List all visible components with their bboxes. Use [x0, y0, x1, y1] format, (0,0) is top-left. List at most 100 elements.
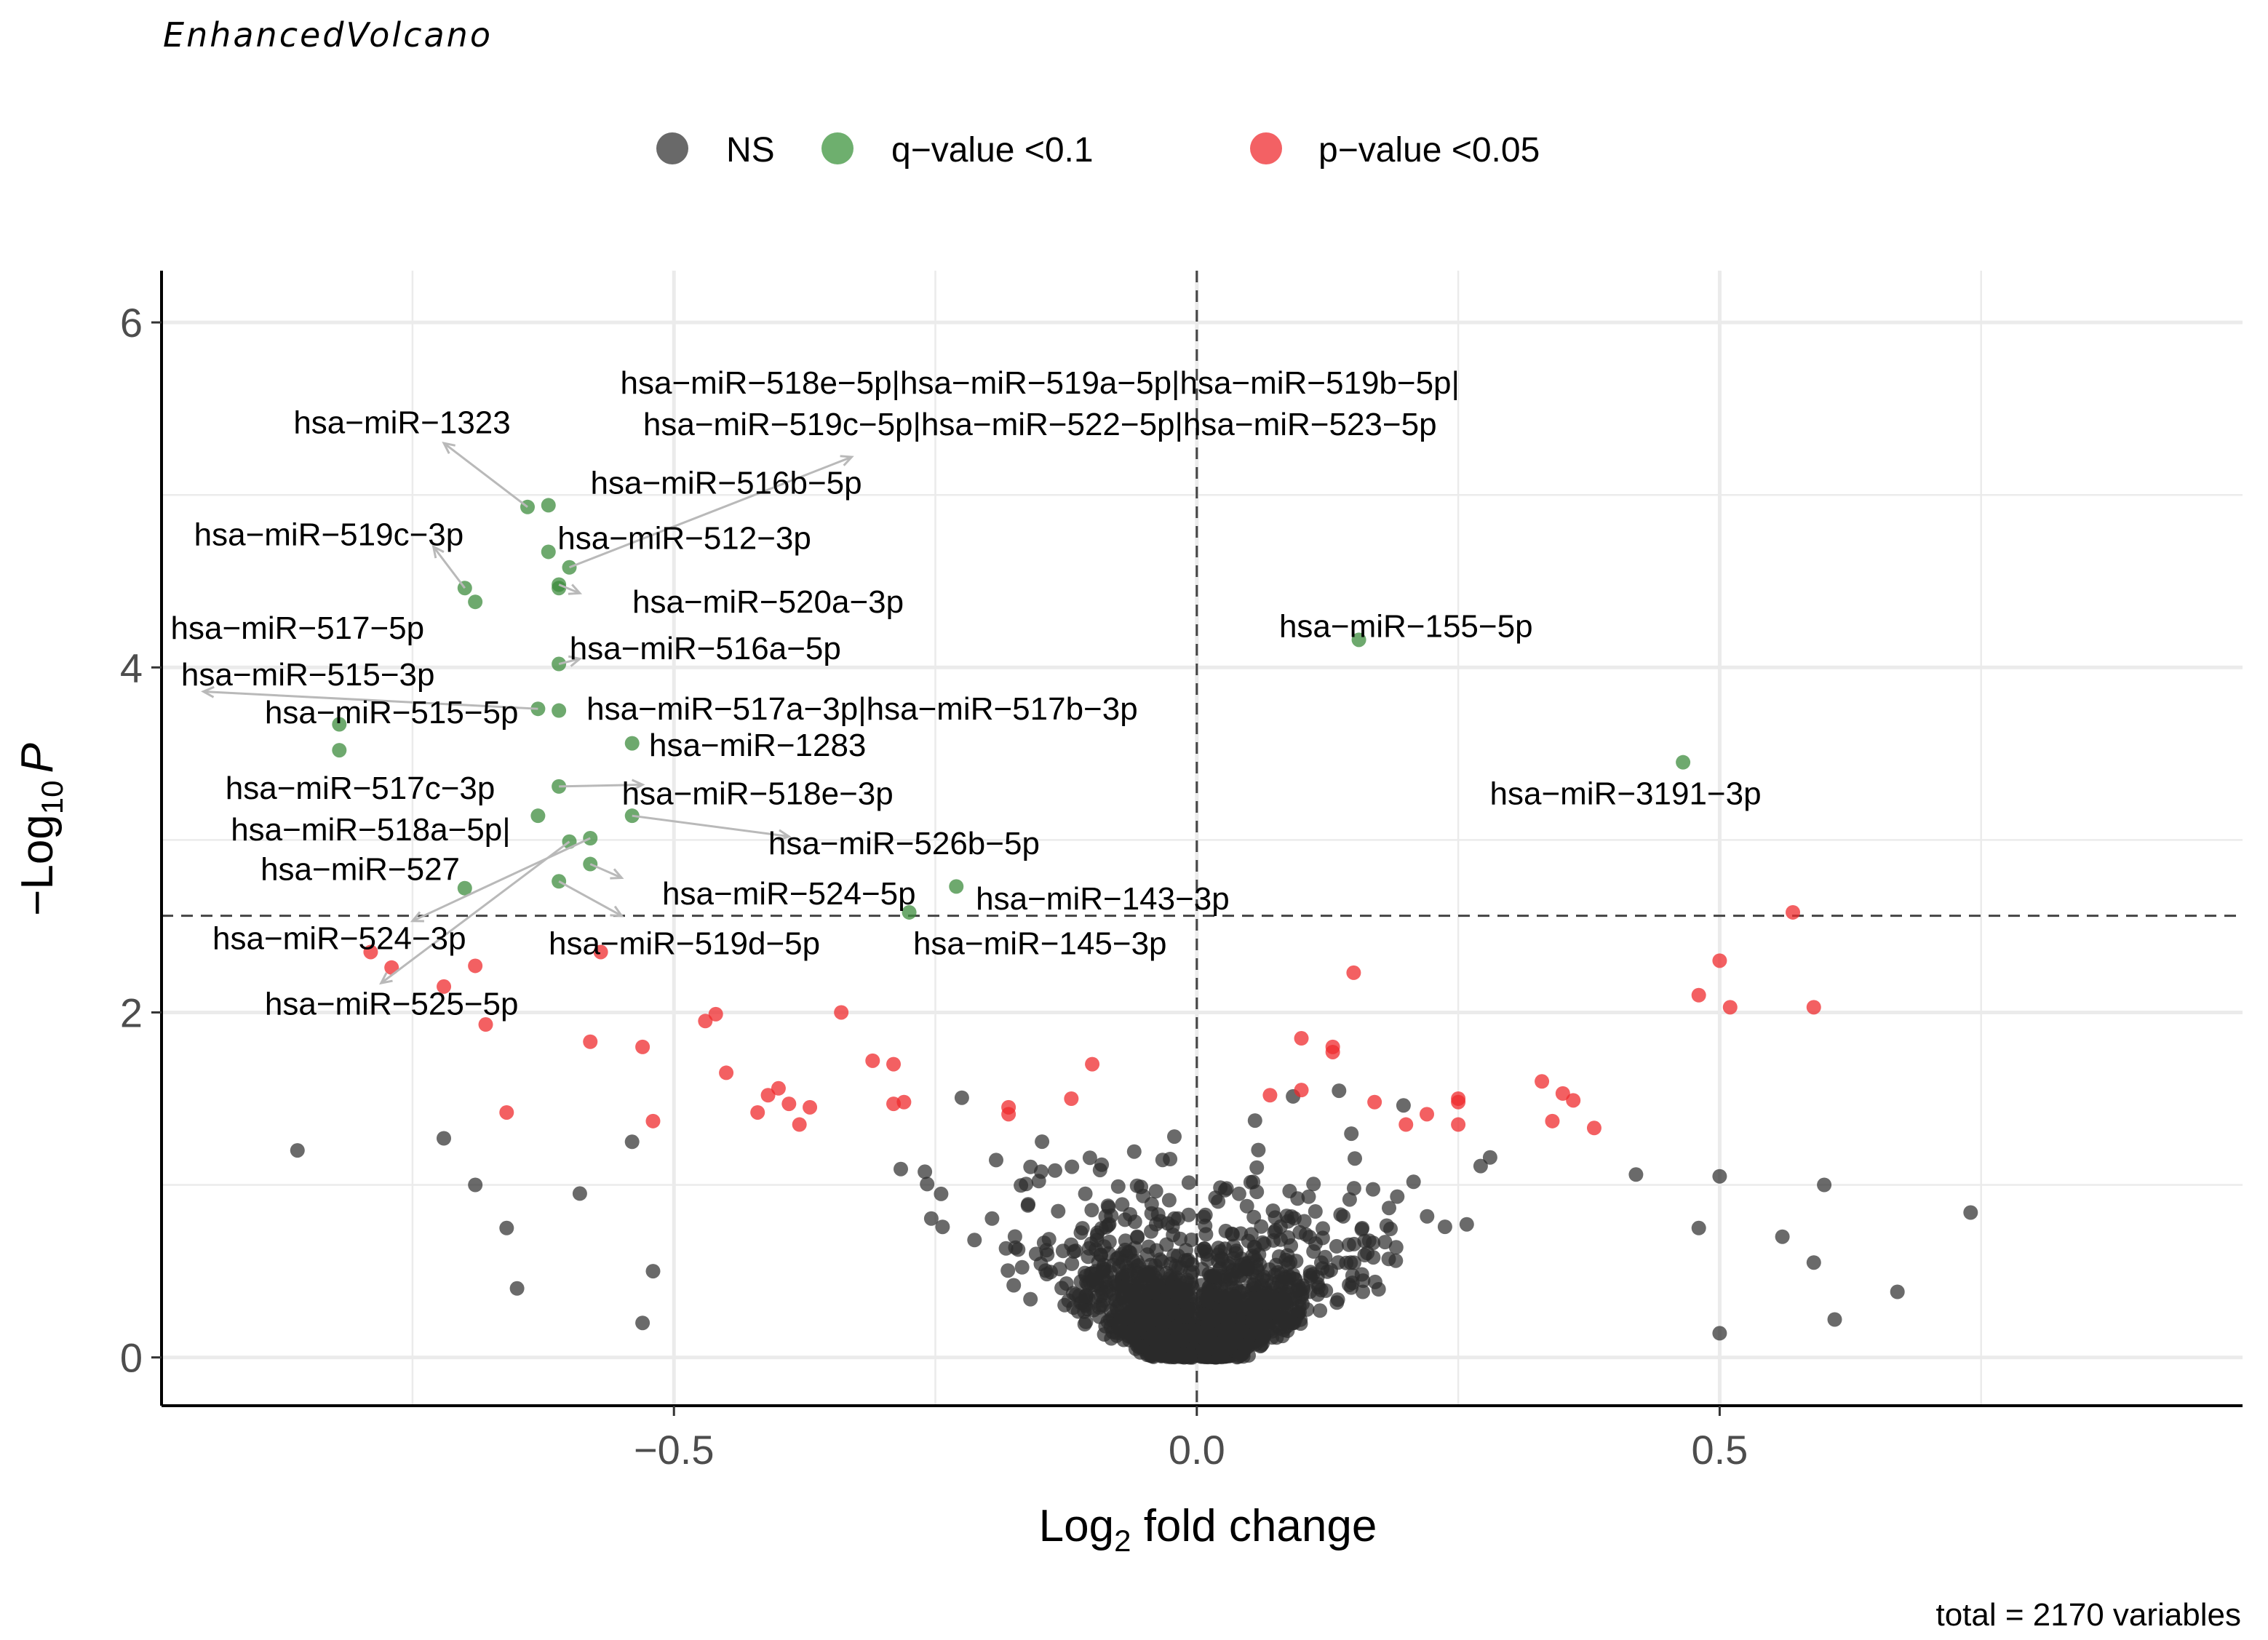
- ns-point: [1234, 1251, 1249, 1266]
- p-value-point: [760, 1088, 776, 1103]
- ns-point: [1007, 1229, 1022, 1244]
- point-label: hsa−miR−145−3p: [913, 926, 1167, 962]
- p-value-point: [635, 1039, 650, 1054]
- ns-point: [1246, 1277, 1261, 1292]
- q-value-points: [332, 498, 1691, 920]
- y-axis-ticks: 0 2 4 6: [120, 300, 162, 1381]
- ns-point: [290, 1143, 305, 1158]
- p-value-point: [698, 1014, 713, 1029]
- p-value-point: [1566, 1093, 1581, 1108]
- ns-point: [1382, 1201, 1396, 1216]
- legend-entry-ns: NS: [656, 131, 775, 170]
- ns-point: [1103, 1303, 1118, 1318]
- ns-point: [1377, 1235, 1393, 1250]
- p-value-point: [1346, 965, 1361, 980]
- x-tick-label: 0.5: [1691, 1427, 1748, 1473]
- ns-point: [1023, 1291, 1038, 1307]
- ns-point: [1459, 1217, 1474, 1232]
- ns-point: [1277, 1270, 1292, 1285]
- ns-point: [1202, 1287, 1217, 1302]
- ns-point: [1077, 1317, 1092, 1331]
- p-value-point: [803, 1099, 818, 1115]
- ns-point: [1082, 1150, 1097, 1166]
- ns-point: [1332, 1083, 1347, 1099]
- legend-key-q-value-icon: [821, 132, 854, 164]
- point-label: hsa−miR−518a−5p|: [231, 812, 510, 848]
- ns-point: [935, 1219, 950, 1235]
- label-connector-line: [568, 455, 853, 569]
- ns-point: [1366, 1182, 1380, 1197]
- p-value-point: [1586, 1120, 1601, 1136]
- ns-point: [1356, 1284, 1370, 1299]
- point-label: hsa−miR−143−3p: [976, 881, 1230, 917]
- ns-point: [1129, 1178, 1145, 1193]
- ns-point: [1249, 1160, 1265, 1175]
- point-label: hsa−miR−517c−3p: [226, 771, 496, 806]
- ns-point: [1225, 1322, 1241, 1337]
- p-value-point: [363, 944, 378, 960]
- ns-point: [1344, 1126, 1359, 1142]
- ns-point: [1167, 1129, 1182, 1145]
- ns-point: [499, 1220, 514, 1235]
- ns-point: [918, 1164, 933, 1179]
- ns-point: [1131, 1309, 1147, 1324]
- q-value-point: [624, 736, 640, 751]
- point-label: hsa−miR−519d−5p: [549, 926, 820, 962]
- ns-point: [1123, 1207, 1137, 1222]
- p-value-point: [1712, 953, 1727, 968]
- ns-point: [1086, 1302, 1101, 1318]
- ns-point: [1775, 1229, 1790, 1244]
- ns-point: [1048, 1163, 1062, 1178]
- ns-point: [954, 1090, 969, 1105]
- ns-point: [1162, 1283, 1177, 1299]
- y-tick-label: 4: [120, 645, 143, 690]
- plot-caption: EnhancedVolcano: [163, 15, 493, 55]
- point-label: hsa−miR−524−5p: [662, 876, 916, 912]
- ns-point: [1482, 1150, 1497, 1165]
- q-value-point: [530, 808, 546, 824]
- ns-point: [1345, 1268, 1360, 1283]
- p-value-point: [1001, 1107, 1016, 1122]
- x-axis-title-subscript: 2: [1114, 1524, 1131, 1558]
- ns-point: [1129, 1254, 1145, 1269]
- ns-point: [1347, 1236, 1361, 1251]
- plot-panel: hsa−miR−1323 hsa−miR−518e−5p|hsa−miR−519a…: [162, 271, 2243, 1406]
- ns-point: [1145, 1345, 1159, 1361]
- label-connector-arrowhead: [840, 455, 854, 466]
- ns-point: [1271, 1249, 1286, 1264]
- point-label: hsa−miR−515−5p: [265, 695, 519, 731]
- q-value-point: [541, 498, 556, 513]
- ns-point: [1244, 1227, 1259, 1242]
- ns-point: [1106, 1257, 1121, 1273]
- ns-point: [1061, 1293, 1076, 1308]
- ns-point: [1281, 1230, 1296, 1245]
- x-axis-title-base: Log: [1039, 1501, 1114, 1551]
- point-label: hsa−miR−516b−5p: [591, 466, 862, 501]
- ns-point: [1306, 1177, 1321, 1192]
- ns-point: [1346, 1181, 1361, 1196]
- q-value-point: [457, 880, 472, 896]
- ns-point: [1247, 1113, 1262, 1129]
- ns-point: [1166, 1248, 1181, 1263]
- ns-point: [1712, 1326, 1727, 1341]
- ns-point: [1347, 1255, 1361, 1270]
- ns-point: [645, 1264, 661, 1279]
- p-value-point: [771, 1080, 786, 1096]
- ns-point: [1270, 1318, 1285, 1334]
- ns-point: [1388, 1240, 1404, 1255]
- ns-point: [1245, 1249, 1260, 1264]
- ns-point: [1070, 1304, 1086, 1319]
- ns-point: [1115, 1197, 1130, 1212]
- point-label: hsa−miR−524−3p: [212, 921, 466, 957]
- ns-point: [1043, 1265, 1058, 1280]
- label-connector-arrowhead: [442, 441, 456, 455]
- axes: −0.5 0.0 0.5 0 2 4 6: [120, 271, 2243, 1473]
- ns-point: [1126, 1329, 1141, 1345]
- p-value-point: [886, 1056, 902, 1072]
- legend-key-ns-icon: [656, 132, 688, 164]
- label-connector-arrowhead: [568, 655, 583, 667]
- ns-point: [1034, 1164, 1049, 1179]
- p-value-point: [1262, 1088, 1278, 1103]
- ns-point: [1180, 1302, 1195, 1317]
- ns-point: [1806, 1255, 1821, 1270]
